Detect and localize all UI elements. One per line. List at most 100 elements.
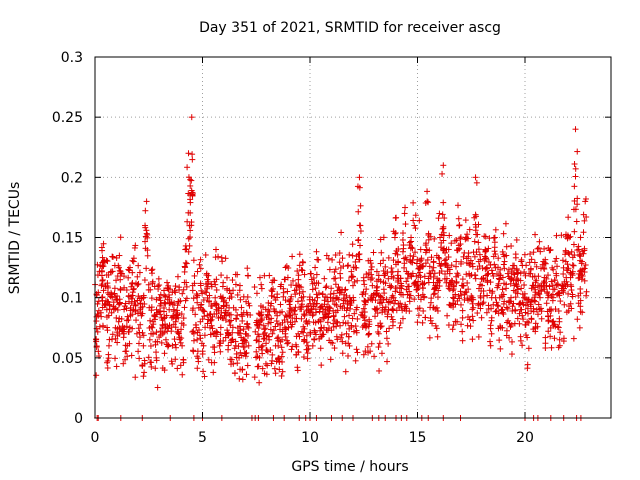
data-point <box>574 201 581 208</box>
data-point <box>181 304 188 311</box>
data-point <box>459 314 466 321</box>
data-point <box>368 292 375 299</box>
data-point <box>332 252 339 259</box>
data-point <box>244 293 251 300</box>
data-point <box>442 249 449 256</box>
data-point <box>95 298 102 305</box>
data-point <box>377 236 384 243</box>
data-point <box>303 317 310 324</box>
data-point <box>158 339 165 346</box>
data-point <box>446 232 453 239</box>
data-point <box>564 232 571 239</box>
data-point <box>470 317 477 324</box>
data-point <box>387 284 394 291</box>
data-point <box>469 300 476 307</box>
data-point <box>227 290 234 297</box>
data-point <box>234 291 241 298</box>
data-point <box>403 305 410 312</box>
data-point <box>514 283 521 290</box>
data-point <box>415 292 422 299</box>
data-point <box>445 254 452 261</box>
data-point <box>408 273 415 280</box>
data-point <box>304 320 311 327</box>
data-point <box>574 195 581 202</box>
data-point <box>326 266 333 273</box>
data-point <box>556 336 563 343</box>
data-point <box>255 363 262 370</box>
data-point <box>535 301 542 308</box>
data-point <box>517 277 524 284</box>
data-point <box>174 273 181 280</box>
data-point <box>515 269 522 276</box>
data-point <box>583 292 590 299</box>
data-point <box>331 275 338 282</box>
data-point <box>235 343 242 350</box>
data-point <box>395 246 402 253</box>
data-point <box>501 298 508 305</box>
data-point <box>576 252 583 259</box>
data-point <box>100 323 107 330</box>
data-point <box>549 297 556 304</box>
data-point <box>316 316 323 323</box>
data-point <box>259 365 266 372</box>
data-point <box>459 328 466 335</box>
data-point <box>469 313 476 320</box>
data-point <box>212 246 219 253</box>
data-point <box>298 284 305 291</box>
data-point <box>478 275 485 282</box>
data-point <box>284 274 291 281</box>
data-point <box>547 333 554 340</box>
data-point <box>205 356 212 363</box>
data-point <box>524 334 531 341</box>
data-point <box>360 305 367 312</box>
data-point <box>534 323 541 330</box>
data-point <box>432 284 439 291</box>
data-point <box>571 197 578 204</box>
data-point <box>419 285 426 292</box>
data-point <box>165 282 172 289</box>
data-point <box>153 357 160 364</box>
data-point <box>353 346 360 353</box>
data-point <box>426 334 433 341</box>
data-point <box>214 329 221 336</box>
data-point <box>307 300 314 307</box>
data-point <box>239 340 246 347</box>
data-point <box>95 348 102 355</box>
data-point <box>228 356 235 363</box>
data-point <box>541 245 548 252</box>
data-point <box>472 275 479 282</box>
data-point <box>496 276 503 283</box>
data-point <box>284 288 291 295</box>
data-point <box>128 293 135 300</box>
data-point <box>261 335 268 342</box>
data-point <box>234 271 241 278</box>
data-point <box>545 317 552 324</box>
data-point <box>122 356 129 363</box>
data-point <box>356 174 363 181</box>
data-point <box>410 199 417 206</box>
data-point <box>137 321 144 328</box>
data-point <box>400 245 407 252</box>
data-point <box>327 291 334 298</box>
x-tick-label: 20 <box>516 430 534 446</box>
data-point <box>491 261 498 268</box>
data-point <box>425 199 432 206</box>
data-point <box>331 345 338 352</box>
data-point <box>239 366 246 373</box>
data-point <box>487 338 494 345</box>
data-point <box>268 315 275 322</box>
data-point <box>557 298 564 305</box>
data-point <box>157 297 164 304</box>
data-point <box>556 315 563 322</box>
data-point <box>144 247 151 254</box>
data-point <box>323 283 330 290</box>
data-point <box>225 330 232 337</box>
data-point <box>132 374 139 381</box>
data-point <box>436 255 443 262</box>
data-point <box>407 292 414 299</box>
data-point <box>450 295 457 302</box>
data-point <box>168 328 175 335</box>
data-point <box>329 340 336 347</box>
x-tick-label: 15 <box>409 430 427 446</box>
data-point <box>548 344 555 351</box>
